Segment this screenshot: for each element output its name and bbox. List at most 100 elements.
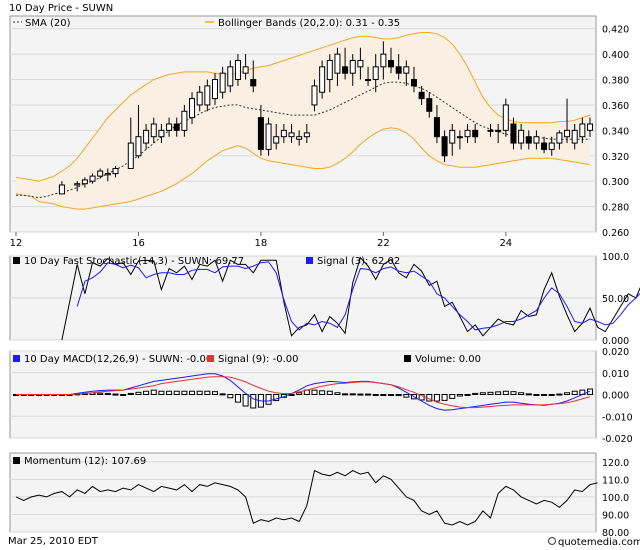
stochastic-signal-legend-swatch xyxy=(306,257,313,264)
candle-body xyxy=(112,167,119,175)
candle-body xyxy=(196,91,203,106)
macd-histogram-bar xyxy=(219,393,226,396)
macd-histogram-bar xyxy=(487,391,494,396)
candle-body xyxy=(579,123,586,138)
brand-label: quotemedia.com xyxy=(558,537,640,548)
candle-body xyxy=(472,129,479,138)
candle-body xyxy=(81,179,88,185)
macd-histogram-bar xyxy=(349,393,356,396)
macd-histogram-bar xyxy=(196,390,203,395)
macd-histogram-bar xyxy=(357,393,364,396)
candle-body xyxy=(89,175,96,182)
macd-histogram-bar xyxy=(296,392,303,396)
macd-histogram-bar xyxy=(541,394,548,396)
candle-body xyxy=(456,136,463,139)
macd-histogram-bar xyxy=(571,390,578,395)
macd-histogram-bar xyxy=(510,391,517,395)
macd-histogram-bar xyxy=(525,393,532,396)
candle-body xyxy=(464,129,471,138)
volume-legend-label: Volume: 0.00 xyxy=(415,354,481,365)
macd-histogram-bar xyxy=(166,390,173,395)
candle-body xyxy=(273,136,280,144)
price-xtick-label: 18 xyxy=(255,238,268,249)
candle-body xyxy=(556,132,563,144)
stochastic-ytick-label: 50.00 xyxy=(602,294,629,305)
macd-histogram-bar xyxy=(273,394,280,402)
candle-body xyxy=(234,59,241,81)
candle-body xyxy=(296,136,303,140)
macd-histogram-bar xyxy=(211,391,218,395)
momentum-ytick-label: 110.0 xyxy=(602,475,629,486)
macd-legend-label: 10 Day MACD(12,26,9) - SUWN: -0.00 xyxy=(24,354,212,365)
candle-body xyxy=(303,132,310,138)
momentum-ytick-label: 90.00 xyxy=(602,510,629,521)
stochastic-legend-label: 10 Day Fast Stochastic(14,3) - SUWN: 69.… xyxy=(24,256,244,267)
macd-histogram-bar xyxy=(227,394,234,399)
bollinger-lower-line xyxy=(15,127,591,210)
price-ytick-label: 0.260 xyxy=(602,228,629,239)
macd-signal-legend-label: Signal (9): -0.00 xyxy=(218,354,298,365)
candle-body xyxy=(541,142,548,150)
candle-body xyxy=(571,129,578,144)
momentum-ytick-label: 80.00 xyxy=(602,528,629,539)
macd-histogram-bar xyxy=(143,390,150,395)
price-xtick-label: 22 xyxy=(377,238,390,249)
macd-histogram-bar xyxy=(135,391,142,396)
macd-histogram-bar xyxy=(365,393,372,396)
candle-body xyxy=(349,59,356,74)
macd-histogram-bar xyxy=(518,392,525,396)
price-ytick-label: 0.300 xyxy=(602,177,629,188)
page-title: 10 Day Price - SUWN xyxy=(9,3,113,14)
candle-body xyxy=(250,79,257,87)
macd-histogram-bar xyxy=(234,394,241,403)
stochastic-legend-swatch xyxy=(13,257,20,264)
macd-histogram-bar xyxy=(502,390,509,395)
candle-body xyxy=(181,110,188,131)
macd-histogram-bar xyxy=(150,389,157,395)
candle-body xyxy=(380,53,387,68)
macd-histogram-bar xyxy=(158,390,165,395)
candle-body xyxy=(257,117,264,150)
candle-body xyxy=(58,184,65,195)
macd-histogram-bar xyxy=(548,394,555,396)
candle-body xyxy=(288,132,295,138)
price-ytick-label: 0.360 xyxy=(602,101,629,112)
macd-histogram-bar xyxy=(372,394,379,396)
macd-histogram-bar xyxy=(127,392,134,396)
macd-ytick-label: 0.020 xyxy=(602,347,629,358)
macd-histogram-bar xyxy=(479,392,486,396)
macd-ytick-label: 0.010 xyxy=(602,369,629,380)
bollinger-legend-label: Bollinger Bands (20,2.0): 0.31 - 0.35 xyxy=(218,18,400,29)
macd-histogram-bar xyxy=(250,394,257,409)
candle-body xyxy=(433,117,440,138)
macd-histogram-bar xyxy=(556,393,563,396)
macd-histogram-bar xyxy=(564,392,571,396)
price-xtick-label: 16 xyxy=(132,238,145,249)
candle-body xyxy=(135,136,142,157)
macd-series-0-line xyxy=(16,373,591,411)
macd-ytick-label: 0.000 xyxy=(602,391,629,402)
candle-body xyxy=(280,129,287,138)
candle-body xyxy=(311,85,318,106)
macd-histogram-bar xyxy=(181,390,188,395)
macd-histogram-bar xyxy=(104,392,111,396)
macd-histogram-bar xyxy=(464,394,471,396)
macd-legend-swatch xyxy=(13,355,20,362)
macd-histogram-bar xyxy=(380,394,387,396)
sma-line xyxy=(16,81,590,199)
macd-histogram-bar xyxy=(388,394,395,396)
macd-ytick-label: -0.020 xyxy=(602,434,633,445)
candle-body xyxy=(548,142,555,150)
macd-histogram-bar xyxy=(173,390,180,395)
candle-body xyxy=(227,66,234,87)
macd-histogram-bar xyxy=(242,394,249,407)
macd-histogram-bar xyxy=(112,393,119,396)
price-xtick-label: 12 xyxy=(10,238,23,249)
momentum-ytick-label: 100.0 xyxy=(602,493,629,504)
momentum-line xyxy=(15,469,598,526)
candle-body xyxy=(127,142,134,169)
candle-body xyxy=(525,136,532,144)
candle-body xyxy=(74,183,81,186)
candle-body xyxy=(487,129,494,132)
